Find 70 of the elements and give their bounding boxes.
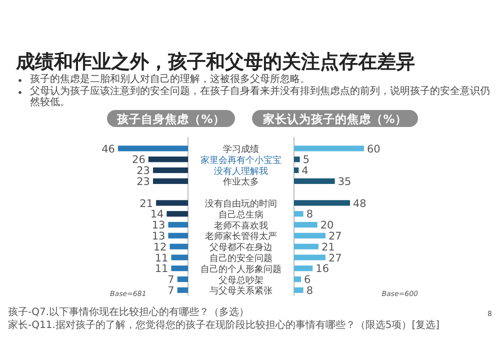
data-label: 21 [322,241,335,254]
data-label: 23 [136,165,150,178]
bar [166,211,188,217]
y-tick-label: 自己的安全问题 [210,252,272,264]
bar [118,146,188,152]
bar [170,244,188,250]
bar [168,232,188,238]
y-tick-label: 与父母关系紧张 [210,286,272,297]
data-label: 5 [302,154,310,166]
y-tick-label: 作业太多 [222,176,259,188]
bar [153,178,188,184]
bar [171,266,188,272]
data-label: 21 [140,198,154,210]
text: 孩子-Q7.以下事情你现在比较担心的有哪些？（多选） [8,306,250,318]
data-label: 6 [304,274,311,286]
data-label: 12 [153,241,167,254]
data-label: 8 [306,284,314,297]
y-tick-label: 父母总吵架 [218,274,264,286]
chart-title: 家长认为孩子的焦虑（%） [262,112,407,126]
data-label: 35 [338,176,352,188]
bar [294,276,301,282]
y-tick-label: 没有自由玩的时间 [205,198,277,210]
data-label: 13 [152,220,166,232]
bar [177,287,188,293]
bar [294,200,350,206]
data-label: 4 [302,165,309,178]
data-label: 7 [168,274,174,286]
y-tick-label: 老师不喜欢我 [214,220,268,232]
bar [168,222,188,228]
bar [171,254,188,260]
data-label: 23 [136,176,150,188]
data-label: 11 [154,263,168,276]
y-tick-label: 没有人理解我 [214,166,268,177]
y-tick-label: 老师家长管得太严 [205,231,277,242]
data-label: 14 [150,208,164,221]
y-tick-label: 学习成绩 [223,144,259,155]
y-tick-label: 自己的个人形象问题 [200,264,282,275]
bar [294,266,313,272]
bar [153,167,188,174]
bar [177,276,188,282]
data-label: 60 [367,143,380,156]
bar [294,178,335,184]
chart-title: 孩子自身焦虑（%） [116,112,225,126]
bar [294,244,318,250]
bar [294,232,326,238]
y-tick-label: 家里会再有个小宝宝 [200,154,282,166]
bar [294,167,299,174]
text: 家长-Q11.据对孩子的了解，您觉得您的孩子在现阶段比较担心的事情有哪些？（限选5项）[复选] [8,319,440,331]
y-tick-label: 父母都不在身边 [210,242,272,254]
data-label: 13 [152,230,166,242]
data-label: 7 [168,284,174,297]
bar [294,287,304,293]
bar [294,254,326,260]
data-label: 27 [328,252,342,264]
data-label: 11 [154,252,168,264]
data-label: 26 [132,154,146,166]
bar [148,156,188,162]
data-label: 46 [102,143,116,156]
text: 成绩和作业之外，孩子和父母的关注点存在差异 [15,51,415,73]
bar [294,146,364,152]
y-tick-label: 自己总生病 [218,209,264,220]
data-label: 20 [320,220,334,232]
bar [294,156,300,162]
data-label: 16 [316,263,330,276]
data-label: 8 [306,208,314,221]
bar [294,222,318,228]
bar [294,211,304,217]
data-label: 48 [353,198,366,210]
data-label: 27 [328,230,342,242]
bar [156,200,188,206]
